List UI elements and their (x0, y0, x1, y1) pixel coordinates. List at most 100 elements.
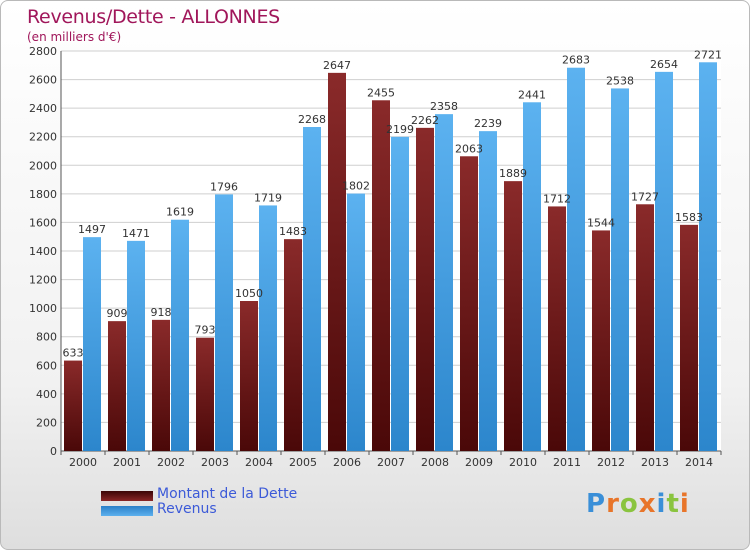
logo-letter: r (606, 489, 620, 519)
data-label-debt: 793 (195, 324, 216, 337)
data-label-revenue: 2268 (298, 113, 326, 126)
bar-debt (504, 181, 522, 451)
bar-revenue (479, 131, 497, 451)
x-tick-label: 2005 (289, 456, 317, 469)
data-label-debt: 918 (151, 306, 172, 319)
bar-debt (636, 204, 654, 451)
data-label-debt: 1544 (587, 216, 615, 229)
y-tick-label: 0 (50, 445, 57, 458)
y-tick-label: 1600 (29, 216, 57, 229)
bar-revenue (567, 67, 585, 451)
y-tick-label: 2200 (29, 131, 57, 144)
data-label-revenue: 1719 (254, 191, 282, 204)
bar-revenue (655, 71, 673, 451)
logo-letter: i (656, 489, 667, 519)
x-tick-label: 2003 (201, 456, 229, 469)
bar-debt (64, 360, 82, 451)
legend-label-debt: Montant de la Dette (157, 486, 298, 502)
x-tick-label: 2006 (333, 456, 361, 469)
x-tick-label: 2009 (465, 456, 493, 469)
data-label-revenue: 2721 (694, 48, 722, 61)
data-label-revenue: 2239 (474, 117, 502, 130)
y-tick-label: 400 (36, 388, 57, 401)
x-tick-label: 2010 (509, 456, 537, 469)
data-label-revenue: 1802 (342, 180, 370, 193)
y-tick-label: 2000 (29, 159, 57, 172)
data-label-debt: 1583 (675, 211, 703, 224)
bar-revenue (347, 193, 365, 452)
data-label-debt: 1727 (631, 190, 659, 203)
logo-letter: t (666, 489, 680, 519)
bar-debt (240, 301, 258, 451)
y-tick-label: 1400 (29, 245, 57, 258)
bar-revenue (523, 102, 541, 452)
data-label-revenue: 2654 (650, 58, 678, 71)
data-label-debt: 1889 (499, 167, 527, 180)
y-tick-label: 800 (36, 331, 57, 344)
data-label-debt: 1050 (235, 287, 263, 300)
y-tick-label: 200 (36, 416, 57, 429)
data-label-revenue: 2199 (386, 123, 414, 136)
data-label-debt: 2647 (323, 59, 351, 72)
proxiti-logo: Proxiti (586, 489, 690, 519)
data-label-revenue: 1497 (78, 223, 106, 236)
y-tick-label: 600 (36, 359, 57, 372)
bar-debt (196, 337, 214, 451)
x-tick-label: 2011 (553, 456, 581, 469)
logo-letter: o (619, 489, 639, 519)
legend-label-revenue: Revenus (157, 501, 217, 517)
bar-revenue (259, 205, 277, 451)
x-tick-label: 2013 (641, 456, 669, 469)
data-label-revenue: 2538 (606, 74, 634, 87)
bar-debt (108, 321, 126, 451)
x-tick-label: 2000 (69, 456, 97, 469)
bar-revenue (171, 219, 189, 451)
y-tick-label: 1200 (29, 274, 57, 287)
y-tick-label: 2600 (29, 74, 57, 87)
y-tick-label: 2400 (29, 102, 57, 115)
bar-debt (284, 239, 302, 451)
bar-revenue (215, 194, 233, 451)
data-label-revenue: 2683 (562, 54, 590, 67)
bar-debt (460, 156, 478, 452)
bar-debt (152, 319, 170, 451)
y-tick-label: 1800 (29, 188, 57, 201)
bar-revenue (699, 62, 717, 452)
x-tick-label: 2007 (377, 456, 405, 469)
y-tick-label: 1000 (29, 302, 57, 315)
bar-revenue (391, 136, 409, 451)
x-tick-label: 2008 (421, 456, 449, 469)
legend-swatch-revenue (101, 506, 153, 516)
data-label-revenue: 1619 (166, 206, 194, 219)
bar-revenue (303, 127, 321, 451)
bar-revenue (611, 88, 629, 451)
bar-revenue (435, 114, 453, 452)
bar-debt (372, 100, 390, 452)
x-tick-label: 2001 (113, 456, 141, 469)
x-tick-label: 2004 (245, 456, 273, 469)
x-tick-label: 2012 (597, 456, 625, 469)
data-label-debt: 1712 (543, 192, 571, 205)
data-label-revenue: 2441 (518, 88, 546, 101)
bar-debt (416, 127, 434, 451)
logo-letter: x (638, 489, 657, 519)
bar-debt (680, 224, 698, 451)
data-label-revenue: 2358 (430, 100, 458, 113)
data-label-debt: 633 (63, 347, 84, 360)
data-label-debt: 2455 (367, 86, 395, 99)
data-label-debt: 2262 (411, 114, 439, 127)
data-label-revenue: 1471 (122, 227, 150, 240)
legend-swatch-debt (101, 491, 153, 501)
x-tick-label: 2014 (685, 456, 713, 469)
chart-subtitle: (en milliers d'€) (27, 30, 122, 44)
logo-letter: P (586, 489, 607, 519)
bar-debt (592, 230, 610, 451)
bar-revenue (127, 240, 145, 451)
logo-letter: i (679, 489, 690, 519)
data-label-debt: 1483 (279, 225, 307, 238)
data-label-debt: 2063 (455, 142, 483, 155)
bar-debt (548, 206, 566, 451)
x-tick-label: 2002 (157, 456, 185, 469)
bar-revenue (83, 237, 101, 451)
